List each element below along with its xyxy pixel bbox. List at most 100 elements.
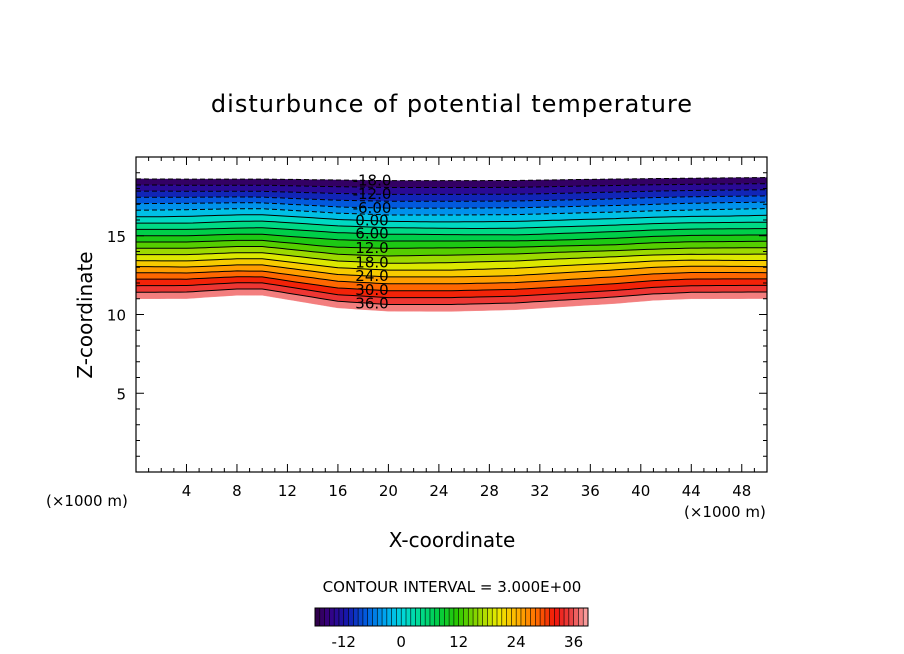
- colorbar-cell: [535, 608, 541, 626]
- colorbar-tick-label: 0: [396, 633, 406, 651]
- colorbar-cell: [549, 608, 555, 626]
- colorbar-tick-label: -12: [331, 633, 356, 651]
- colorbar-cell: [497, 608, 503, 626]
- x-tick-label: 12: [278, 482, 297, 500]
- contour-label: 24.0: [355, 267, 388, 285]
- colorbar-cell: [506, 608, 512, 626]
- x-tick-label: 16: [328, 482, 347, 500]
- colorbar-tick-label: 24: [507, 633, 526, 651]
- colorbar-cell: [353, 608, 359, 626]
- contour-label: 18.0: [355, 254, 388, 272]
- contour-line: [136, 252, 767, 264]
- contour-line: [136, 214, 767, 223]
- colorbar-cell: [329, 608, 335, 626]
- colorbar-cell: [477, 608, 483, 626]
- contour-line: [136, 264, 767, 278]
- contour-line: [136, 189, 767, 195]
- colorbar-cell: [449, 608, 455, 626]
- colorbar-cell: [458, 608, 464, 626]
- colorbar-cell: [429, 608, 436, 626]
- y-tick-label: 15: [107, 228, 126, 246]
- contour-label: 0.00: [355, 212, 388, 230]
- contour-line: [136, 288, 767, 305]
- x-tick-label: 8: [232, 482, 242, 500]
- contour-line: [136, 239, 767, 249]
- contour-line: [136, 195, 767, 202]
- chart-title: disturbunce of potential temperature: [211, 90, 693, 118]
- x-tick-labels: 4 8 12 16 20 24 28 32 36 40 44 48: [182, 482, 752, 500]
- colorbar-cell: [372, 608, 378, 626]
- colorbar-cell: [377, 608, 383, 626]
- colorbar-cell: [473, 608, 479, 626]
- colorbar-cell: [578, 608, 584, 626]
- colorbar-cell: [425, 608, 431, 626]
- colorbar-tick-label: 12: [449, 633, 468, 651]
- contour-line: [136, 282, 767, 299]
- contour-label: -12.0: [353, 185, 392, 203]
- colorbar-cell: [343, 608, 349, 626]
- contour-line: [136, 258, 767, 271]
- colorbar-cell: [511, 608, 517, 626]
- contour-line: [136, 201, 767, 209]
- colorbar-cell: [315, 608, 321, 626]
- x-tick-label: 20: [379, 482, 398, 500]
- colorbar-cell: [362, 608, 368, 626]
- x-tick-label: 24: [429, 482, 448, 500]
- y-tick-label: 10: [107, 307, 126, 325]
- colorbar-cell: [367, 608, 373, 626]
- colorbar-cell: [324, 608, 330, 626]
- colorbar-cell: [482, 608, 488, 626]
- x-tick-label: 36: [581, 482, 600, 500]
- contour-label: 36.0: [355, 294, 388, 312]
- contour-labels: -18.0-12.0-6.000.006.0012.018.024.030.03…: [353, 171, 392, 312]
- colorbar-cell: [554, 608, 560, 626]
- colorbar-cell: [492, 608, 498, 626]
- colorbar: [314, 607, 589, 627]
- colorbar-cell: [386, 608, 392, 626]
- contour-label: -6.00: [353, 199, 392, 217]
- x-tick-label: 48: [732, 482, 751, 500]
- contour-label: 6.00: [355, 225, 388, 243]
- contour-line: [136, 183, 767, 188]
- colorbar-cell: [334, 608, 340, 626]
- contour-line: [136, 220, 767, 229]
- x-axis-label: X-coordinate: [389, 528, 516, 552]
- colorbar-cell: [487, 608, 493, 626]
- colorbar-cell: [530, 608, 536, 626]
- colorbar-frame: [314, 607, 589, 627]
- y-tick-labels: 5 10 15: [107, 228, 126, 404]
- contour-line: [136, 177, 767, 182]
- colorbar-cell: [382, 608, 388, 626]
- contour-line: [136, 270, 767, 285]
- x-tick-label: 4: [182, 482, 192, 500]
- colorbar-cell: [358, 608, 364, 626]
- colorbar-cell: [583, 608, 589, 626]
- contour-line: [136, 276, 767, 292]
- colorbar-cell: [525, 608, 531, 626]
- colorbar-cell: [434, 608, 440, 626]
- colorbar-cell: [396, 608, 402, 626]
- colorbar-cell: [319, 608, 325, 626]
- colorbar-tick-labels: -12 0 12 24 36: [331, 633, 583, 651]
- x-tick-label: 44: [682, 482, 701, 500]
- colorbar-cell: [544, 608, 550, 626]
- x-unit-label: (×1000 m): [684, 503, 766, 521]
- colorbar-cell: [573, 608, 579, 626]
- y-tick-label: 5: [116, 385, 126, 403]
- colorbar-cell: [468, 608, 474, 626]
- colorbar-tick-label: 36: [564, 633, 583, 651]
- contour-line: [136, 208, 767, 216]
- colorbar-cell: [410, 608, 416, 626]
- colorbar-cell: [401, 608, 407, 626]
- colorbar-cell: [463, 608, 469, 626]
- colorbar-cell: [559, 608, 565, 626]
- contour-label: 30.0: [355, 281, 388, 299]
- colorbar-cell: [501, 608, 507, 626]
- contour-lines: [136, 177, 767, 305]
- y-axis-label: Z-coordinate: [73, 251, 97, 378]
- contour-interval-label: CONTOUR INTERVAL = 3.000E+00: [323, 578, 582, 596]
- colorbar-cell: [516, 608, 522, 626]
- colorbar-cell: [406, 608, 412, 626]
- axis-ticks: [136, 157, 767, 472]
